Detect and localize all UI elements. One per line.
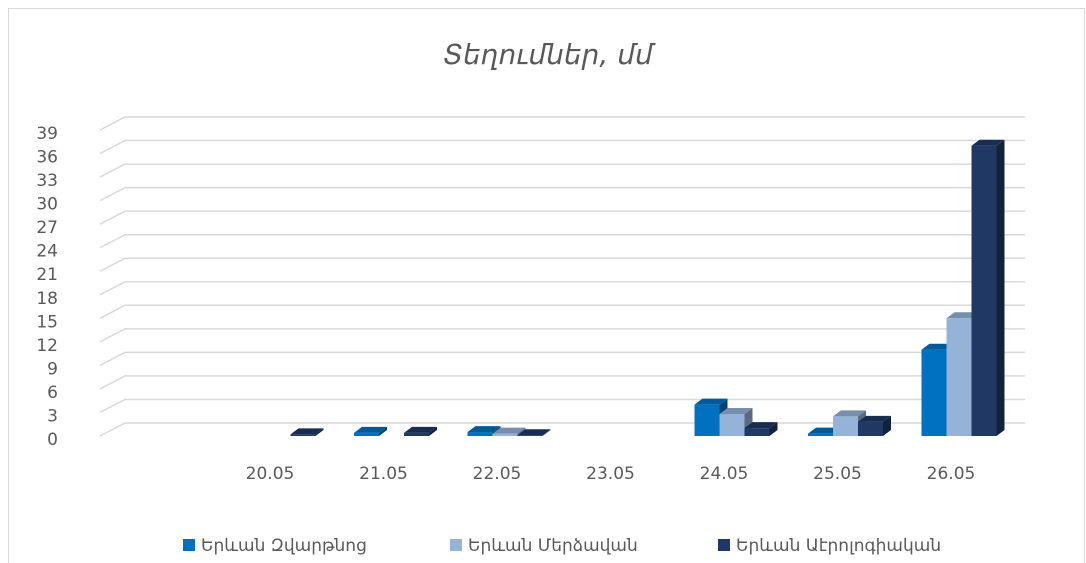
bar-side [379, 426, 387, 436]
y-tick-label: 27 [36, 218, 58, 238]
bar-front [492, 433, 518, 436]
y-tick-label: 12 [36, 336, 58, 356]
bar [744, 422, 778, 436]
x-tick-label: 26.05 [927, 464, 976, 484]
y-tick-label: 21 [36, 265, 58, 285]
bar [517, 429, 551, 436]
bar-top [694, 398, 728, 405]
bar-front [858, 421, 883, 436]
y-tick-label: 39 [36, 124, 58, 144]
x-tick-label: 25.05 [813, 464, 862, 484]
bar-front [290, 434, 316, 436]
y-tick-label: 3 [47, 406, 58, 426]
bar-front [517, 435, 543, 436]
grid-line [99, 375, 1025, 390]
y-tick-label: 0 [47, 430, 58, 450]
bar-top [492, 427, 526, 434]
bar [290, 428, 324, 436]
bar-front [694, 404, 720, 436]
legend-label: Երևան Աէրոլոգիական [736, 536, 941, 556]
bar-front [921, 349, 947, 436]
bar-top [719, 408, 753, 415]
bar-front [354, 432, 379, 436]
bar-front [744, 428, 770, 436]
grid-line [99, 257, 1025, 272]
grid-line [99, 186, 1025, 202]
grid-line [99, 116, 1025, 131]
y-tick-label: 15 [36, 312, 58, 332]
bar-side [429, 426, 437, 436]
grid-line [99, 233, 1025, 249]
x-tick-label: 24.05 [700, 464, 749, 484]
bar-top [354, 426, 387, 433]
bar-top [404, 426, 437, 433]
grid-line [99, 139, 1025, 155]
bar-front [808, 433, 833, 436]
y-tick-label: 30 [36, 195, 58, 215]
y-tick-label: 6 [47, 383, 58, 403]
legend-swatch [450, 539, 462, 551]
grid-line [99, 304, 1025, 319]
x-tick-label: 22.05 [473, 464, 522, 484]
x-tick-label: 20.05 [246, 464, 295, 484]
bar-top [946, 312, 980, 319]
bar-front [404, 432, 429, 436]
bar-top [858, 415, 891, 422]
bar [858, 415, 891, 436]
bar-side [542, 429, 551, 436]
bar-top [290, 428, 324, 435]
legend-swatch [183, 539, 195, 551]
bar-top [921, 343, 955, 350]
bar-side [883, 415, 891, 436]
chart-title: Տեղումներ, մմ [443, 38, 656, 71]
grid-line [99, 351, 1025, 367]
y-tick-label: 36 [36, 148, 58, 168]
bar-side [769, 422, 778, 436]
x-tick-label: 21.05 [359, 464, 408, 484]
bar-front [946, 318, 972, 436]
grid-line [99, 163, 1025, 178]
y-tick-label: 24 [36, 242, 58, 262]
bar-top [467, 426, 501, 433]
bar-top [808, 427, 841, 434]
bar [971, 139, 1005, 436]
bar-front [467, 432, 493, 436]
legend-label: Երևան Զվարթնոց [201, 536, 367, 556]
legend-swatch [718, 539, 730, 551]
legend-label: Երևան Մերձավան [468, 536, 638, 556]
y-tick-label: 33 [36, 171, 58, 191]
x-tick-label: 23.05 [586, 464, 635, 484]
bar [354, 426, 387, 436]
grid-line [99, 281, 1025, 296]
bar-front [719, 414, 745, 436]
y-tick-label: 18 [36, 289, 58, 309]
y-tick-label: 9 [47, 359, 58, 379]
bar-top [744, 422, 778, 429]
bar-top [517, 429, 551, 436]
bar-side [996, 139, 1005, 436]
chart-border [8, 8, 1085, 563]
grid-line [99, 210, 1025, 225]
bar-front [833, 416, 858, 436]
bar-top [833, 410, 866, 417]
grid-line [99, 328, 1025, 343]
bar-side [315, 428, 324, 436]
bar-front [971, 145, 997, 436]
bar-top [971, 139, 1005, 146]
bar [404, 426, 437, 436]
